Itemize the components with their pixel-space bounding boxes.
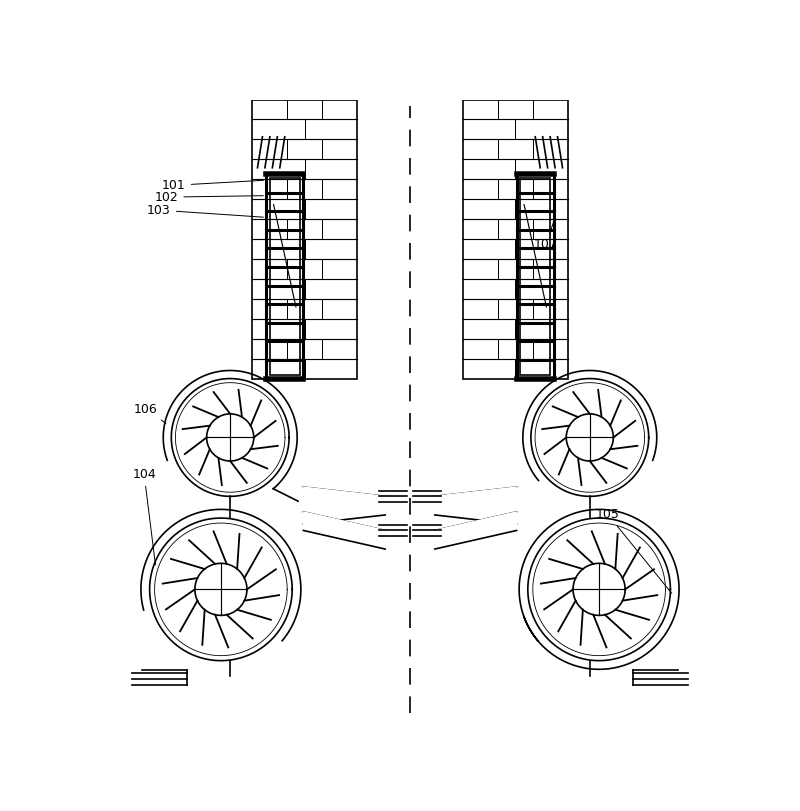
Text: 101: 101 xyxy=(162,179,263,192)
Bar xyxy=(270,178,300,375)
Bar xyxy=(266,174,303,379)
Text: 105: 105 xyxy=(596,508,672,594)
Bar xyxy=(520,178,550,375)
Bar xyxy=(462,100,568,379)
Bar xyxy=(252,100,358,379)
Text: 104: 104 xyxy=(132,468,156,565)
Polygon shape xyxy=(303,512,386,549)
Text: 106: 106 xyxy=(134,402,166,423)
Text: 107: 107 xyxy=(534,220,558,251)
Polygon shape xyxy=(435,512,517,549)
Text: 103: 103 xyxy=(147,204,263,217)
Bar xyxy=(517,174,554,379)
Polygon shape xyxy=(303,487,386,524)
Polygon shape xyxy=(435,487,517,524)
Text: 102: 102 xyxy=(154,191,263,204)
